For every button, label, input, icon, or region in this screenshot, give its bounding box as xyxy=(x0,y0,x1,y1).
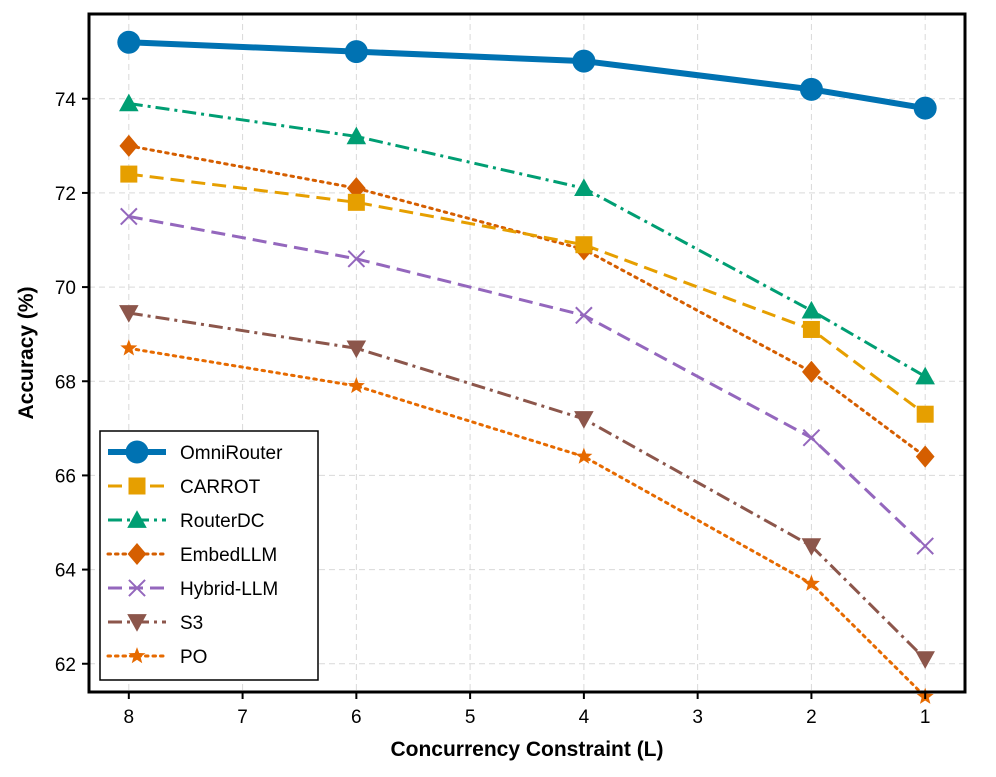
data-point-routerdc xyxy=(119,93,139,112)
data-point-embedllm xyxy=(802,360,821,383)
legend-item-routerdc: RouterDC xyxy=(108,510,264,532)
data-point-s3 xyxy=(119,305,139,323)
legend-item-omnirouter: OmniRouter xyxy=(108,440,283,464)
data-point-embedllm xyxy=(915,445,935,468)
legend-marker xyxy=(127,542,147,566)
data-point-hybrid-llm xyxy=(347,250,366,268)
series-line-carrot xyxy=(128,172,927,416)
data-point-routerdc xyxy=(915,366,935,385)
legend-marker xyxy=(127,510,147,528)
x-tick-label: 6 xyxy=(351,707,362,728)
legend-item-embedllm: EmbedLLM xyxy=(106,542,277,566)
data-point-s3 xyxy=(574,411,594,429)
data-point-hybrid-llm xyxy=(120,207,138,226)
data-point-carrot xyxy=(575,236,593,254)
legend-item-carrot: CARROT xyxy=(108,477,261,498)
legend-label: S3 xyxy=(180,613,203,634)
y-axis-label: Accuracy (%) xyxy=(15,286,38,419)
data-point-s3 xyxy=(346,340,367,359)
data-point-hybrid-llm xyxy=(802,428,821,447)
x-tick-label: 4 xyxy=(579,707,590,728)
data-point-po xyxy=(802,574,820,591)
data-point-s3 xyxy=(915,651,935,669)
data-point-routerdc xyxy=(801,300,822,319)
data-point-po xyxy=(347,377,365,394)
y-tick-label: 62 xyxy=(55,655,76,676)
data-point-carrot xyxy=(347,193,365,211)
data-point-s3 xyxy=(801,538,822,556)
x-axis-label: Concurrency Constraint (L) xyxy=(390,738,663,761)
legend-marker xyxy=(128,477,146,495)
legend-item-hybrid-llm: Hybrid-LLM xyxy=(108,579,278,600)
data-point-carrot xyxy=(916,405,934,423)
data-point-omnirouter xyxy=(799,77,823,101)
x-tick-label: 2 xyxy=(806,707,817,728)
x-tick-label: 5 xyxy=(465,707,476,728)
x-tick-label: 1 xyxy=(920,707,931,728)
x-tick-label: 7 xyxy=(237,707,248,728)
data-point-hybrid-llm xyxy=(916,537,934,555)
legend-label: CARROT xyxy=(180,477,261,498)
data-point-carrot xyxy=(120,165,138,183)
y-tick-label: 68 xyxy=(55,372,76,393)
y-tick-label: 70 xyxy=(55,278,76,299)
data-point-po xyxy=(575,447,593,464)
legend-item-s3: S3 xyxy=(108,613,203,634)
legend-marker xyxy=(128,579,146,597)
data-point-embedllm xyxy=(119,134,139,157)
y-tick-label: 74 xyxy=(55,90,77,111)
plot-area-frame xyxy=(87,12,967,694)
legend-marker xyxy=(125,440,149,464)
legend-label: Hybrid-LLM xyxy=(180,579,278,600)
legend-item-po: PO xyxy=(106,647,207,668)
data-point-routerdc xyxy=(346,126,367,145)
y-tick-label: 64 xyxy=(55,561,77,582)
x-tick-label: 8 xyxy=(124,707,135,728)
data-point-omnirouter xyxy=(117,30,141,54)
series-markers xyxy=(117,30,937,704)
axis-ticks: 8 7 6 5 4 3 2 1 62 64 66 68 70 72 74 xyxy=(55,90,931,728)
legend: OmniRouter CARROT RouterDC EmbedLLM Hybrid-L… xyxy=(99,430,319,681)
x-tick-label: 3 xyxy=(692,707,703,728)
y-tick-label: 66 xyxy=(55,466,76,487)
legend-label: EmbedLLM xyxy=(180,545,277,566)
legend-marker xyxy=(127,614,147,632)
data-point-hybrid-llm xyxy=(575,306,593,325)
data-point-po xyxy=(120,339,138,356)
y-tick-label: 72 xyxy=(55,184,76,205)
data-point-embedllm xyxy=(346,177,366,200)
data-point-routerdc xyxy=(574,178,594,197)
data-point-carrot xyxy=(802,320,820,338)
legend-marker xyxy=(128,647,146,664)
legend-label: OmniRouter xyxy=(180,443,283,464)
data-point-omnirouter xyxy=(913,96,937,120)
legend-label: PO xyxy=(180,647,207,668)
data-point-omnirouter xyxy=(344,40,368,64)
legend-label: RouterDC xyxy=(180,511,264,532)
data-point-omnirouter xyxy=(572,49,596,73)
